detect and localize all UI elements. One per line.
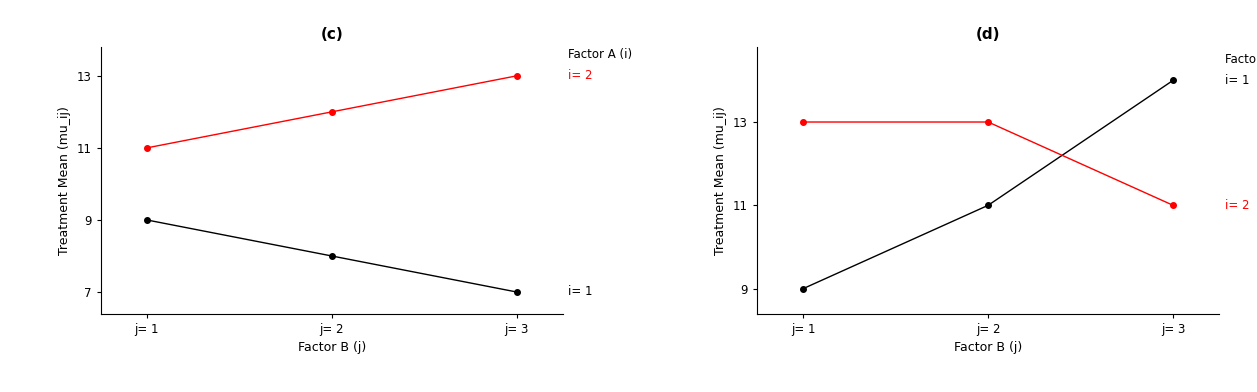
Text: i= 1: i= 1 <box>568 285 593 298</box>
X-axis label: Factor B (j): Factor B (j) <box>298 341 366 354</box>
Title: (c): (c) <box>321 27 343 42</box>
X-axis label: Factor B (j): Factor B (j) <box>954 341 1022 354</box>
Y-axis label: Treatment Mean (mu_ij): Treatment Mean (mu_ij) <box>58 106 70 255</box>
Text: i= 2: i= 2 <box>568 69 593 82</box>
Title: (d): (d) <box>975 27 1001 42</box>
Text: Factor A (i): Factor A (i) <box>568 49 632 62</box>
Text: i= 2: i= 2 <box>1224 199 1249 212</box>
Y-axis label: Treatment Mean (mu_ij): Treatment Mean (mu_ij) <box>714 106 728 255</box>
Text: Factor A (i): Factor A (i) <box>1224 53 1257 66</box>
Text: i= 1: i= 1 <box>1224 74 1249 87</box>
